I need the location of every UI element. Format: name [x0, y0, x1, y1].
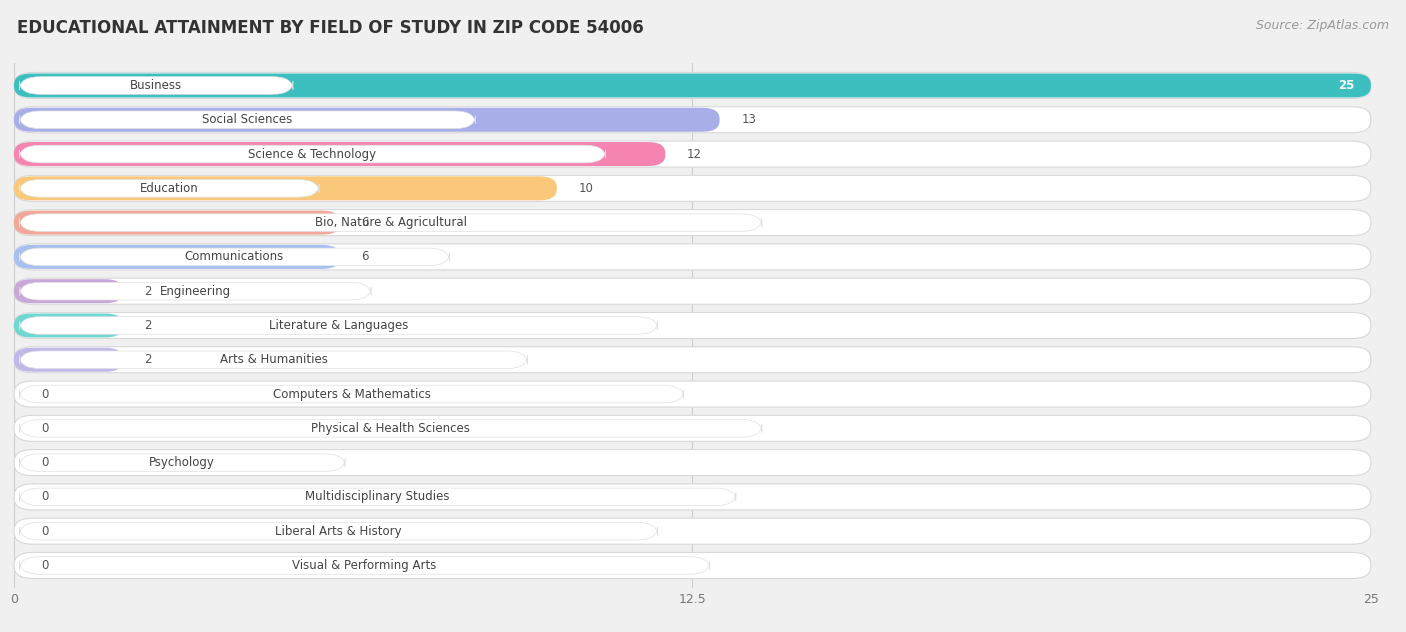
Text: 0: 0 [41, 456, 49, 469]
Text: 0: 0 [41, 559, 49, 572]
FancyBboxPatch shape [20, 76, 292, 94]
Text: Physical & Health Sciences: Physical & Health Sciences [311, 422, 470, 435]
FancyBboxPatch shape [14, 449, 1371, 476]
FancyBboxPatch shape [20, 111, 475, 128]
FancyBboxPatch shape [20, 145, 606, 163]
FancyBboxPatch shape [14, 210, 340, 234]
FancyBboxPatch shape [14, 552, 1371, 578]
FancyBboxPatch shape [20, 523, 658, 540]
Text: 0: 0 [41, 490, 49, 504]
Text: 0: 0 [41, 422, 49, 435]
FancyBboxPatch shape [14, 175, 1371, 202]
Text: Liberal Arts & History: Liberal Arts & History [276, 525, 402, 538]
Text: Science & Technology: Science & Technology [249, 147, 377, 161]
Text: EDUCATIONAL ATTAINMENT BY FIELD OF STUDY IN ZIP CODE 54006: EDUCATIONAL ATTAINMENT BY FIELD OF STUDY… [17, 19, 644, 37]
FancyBboxPatch shape [20, 248, 450, 265]
FancyBboxPatch shape [20, 317, 658, 334]
Text: 10: 10 [578, 182, 593, 195]
FancyBboxPatch shape [20, 454, 344, 471]
Text: 13: 13 [741, 113, 756, 126]
FancyBboxPatch shape [20, 420, 762, 437]
FancyBboxPatch shape [14, 312, 1371, 339]
Text: Multidisciplinary Studies: Multidisciplinary Studies [305, 490, 450, 504]
Text: 2: 2 [145, 353, 152, 367]
FancyBboxPatch shape [14, 278, 1371, 304]
Text: 6: 6 [361, 216, 368, 229]
Text: Education: Education [141, 182, 198, 195]
Text: Social Sciences: Social Sciences [202, 113, 292, 126]
FancyBboxPatch shape [14, 176, 557, 200]
FancyBboxPatch shape [14, 381, 1371, 407]
FancyBboxPatch shape [14, 415, 1371, 441]
FancyBboxPatch shape [20, 488, 735, 506]
FancyBboxPatch shape [14, 210, 1371, 236]
FancyBboxPatch shape [14, 347, 1371, 373]
Text: Computers & Mathematics: Computers & Mathematics [273, 387, 430, 401]
Text: Business: Business [131, 79, 183, 92]
FancyBboxPatch shape [14, 279, 122, 303]
Text: 2: 2 [145, 284, 152, 298]
Text: 25: 25 [1339, 79, 1354, 92]
Text: Literature & Languages: Literature & Languages [269, 319, 408, 332]
FancyBboxPatch shape [20, 386, 683, 403]
FancyBboxPatch shape [20, 351, 527, 368]
Text: Engineering: Engineering [160, 284, 231, 298]
Text: Visual & Performing Arts: Visual & Performing Arts [292, 559, 437, 572]
FancyBboxPatch shape [20, 557, 710, 574]
FancyBboxPatch shape [14, 107, 1371, 133]
FancyBboxPatch shape [14, 348, 122, 372]
FancyBboxPatch shape [14, 518, 1371, 544]
Text: Psychology: Psychology [149, 456, 215, 469]
Text: 0: 0 [41, 525, 49, 538]
FancyBboxPatch shape [14, 244, 1371, 270]
FancyBboxPatch shape [20, 214, 762, 231]
FancyBboxPatch shape [14, 141, 1371, 167]
Text: 12: 12 [688, 147, 702, 161]
Text: Source: ZipAtlas.com: Source: ZipAtlas.com [1256, 19, 1389, 32]
Text: 2: 2 [145, 319, 152, 332]
FancyBboxPatch shape [14, 73, 1371, 99]
Text: Bio, Nature & Agricultural: Bio, Nature & Agricultural [315, 216, 467, 229]
Text: 6: 6 [361, 250, 368, 264]
Text: Arts & Humanities: Arts & Humanities [219, 353, 328, 367]
FancyBboxPatch shape [20, 283, 371, 300]
Text: Communications: Communications [184, 250, 284, 264]
FancyBboxPatch shape [14, 484, 1371, 510]
FancyBboxPatch shape [14, 108, 720, 131]
FancyBboxPatch shape [14, 73, 1371, 97]
FancyBboxPatch shape [14, 245, 340, 269]
FancyBboxPatch shape [20, 179, 319, 197]
FancyBboxPatch shape [14, 313, 122, 337]
Text: 0: 0 [41, 387, 49, 401]
FancyBboxPatch shape [14, 142, 665, 166]
